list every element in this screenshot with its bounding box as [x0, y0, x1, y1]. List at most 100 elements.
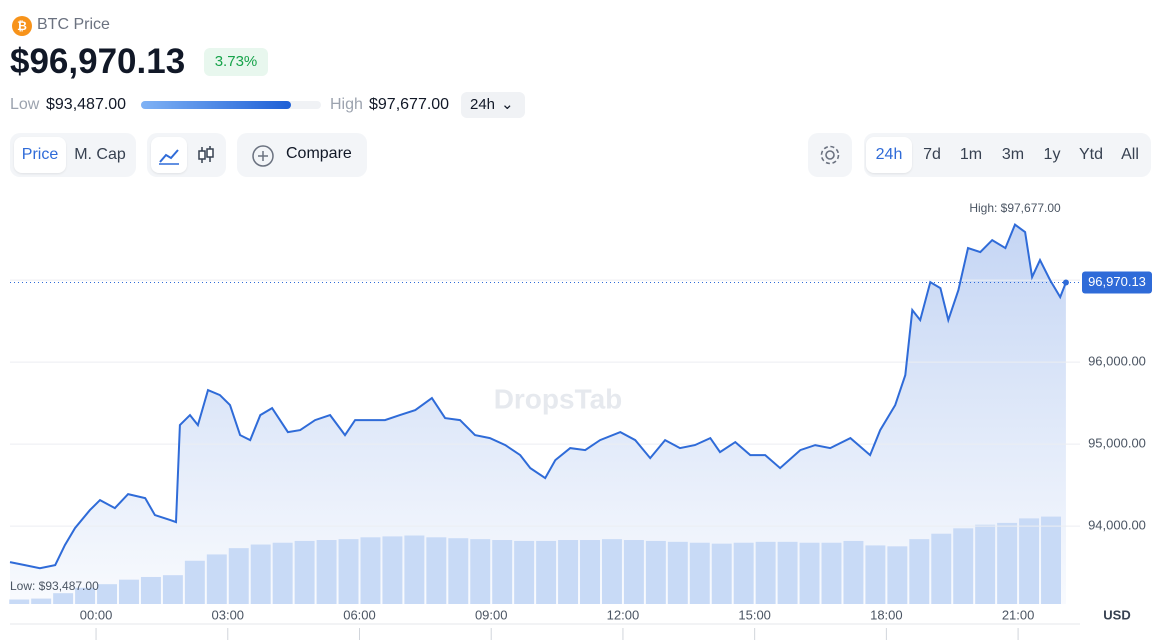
y-tick-label: 94,000.00: [1088, 518, 1146, 533]
x-tick-label: 21:00: [1002, 607, 1035, 622]
volume-bar: [294, 540, 315, 604]
period-button[interactable]: 1y: [1043, 146, 1061, 163]
current-label-box: [1082, 271, 1152, 294]
volume-bar: [953, 528, 974, 604]
volume-bar: [843, 540, 864, 604]
volume-bar: [53, 593, 74, 604]
compare-button[interactable]: Compare: [237, 133, 367, 177]
price: $96,970.13: [10, 42, 186, 81]
y-tick-label: 96,000.00: [1088, 354, 1146, 369]
period-button[interactable]: All: [1121, 146, 1139, 163]
low-label: Low: [10, 96, 40, 113]
volume-bar: [1019, 518, 1040, 604]
volume-bar: [97, 584, 118, 604]
volume-bar: [470, 539, 491, 604]
metric-button[interactable]: M. Cap: [74, 146, 126, 163]
volume-bar: [645, 540, 666, 604]
volume-bar: [514, 540, 535, 604]
chart-type-group: [147, 133, 226, 177]
svg-text:₿: ₿: [17, 19, 27, 33]
volume-bar: [711, 543, 732, 604]
volume-bar: [821, 542, 842, 604]
volume-bar: [228, 548, 249, 604]
volume-bar: [580, 540, 600, 604]
period-button[interactable]: 24h: [866, 137, 912, 173]
change-badge: 3.73%: [204, 48, 268, 76]
metric-button[interactable]: Price: [14, 137, 66, 173]
current-point: [1062, 279, 1069, 286]
current-label: 96,970.13: [1088, 274, 1146, 289]
volume-bar: [316, 540, 337, 604]
low-value: $93,487.00: [46, 96, 127, 113]
btc-icon: ₿: [12, 16, 32, 36]
volume-bar: [689, 542, 710, 604]
volume-bar: [448, 538, 469, 604]
plus-icon: [252, 145, 274, 167]
low-annotation: Low: $93,487.00: [10, 579, 99, 593]
volume-bar: [426, 537, 447, 604]
line-layer: 96,970.13 High: $97,677.00 Low: $93,487.00: [9, 201, 1152, 593]
volume-bar: [601, 539, 622, 604]
period-group: 24h 7d 1m 3m 1y Ytd All: [864, 133, 1151, 177]
volume-bar: [140, 576, 161, 604]
volume-bar: [733, 542, 754, 604]
range-select-text: 24h: [470, 96, 496, 113]
x-tick-label: 18:00: [870, 607, 903, 622]
high-annotation: High: $97,677.00: [969, 201, 1061, 215]
volume-bar: [865, 545, 886, 604]
line-chart-button[interactable]: [151, 137, 187, 173]
volume-bar: [9, 599, 30, 604]
volume-bar: [360, 537, 381, 604]
watermark: DropsTab: [494, 383, 623, 414]
volume-bar: [887, 546, 908, 604]
currency-label: USD: [1103, 607, 1130, 622]
volume-bar: [272, 542, 293, 604]
high-label: High: [330, 96, 363, 113]
period-button[interactable]: 7d: [923, 146, 941, 163]
volume-bar: [162, 575, 183, 604]
y-tick-label: 95,000.00: [1088, 436, 1146, 451]
volume-bar: [382, 536, 403, 604]
volume-bar: [931, 533, 952, 604]
volume-bar: [558, 540, 579, 604]
period-button[interactable]: Ytd: [1078, 146, 1103, 163]
volume-bar: [119, 579, 139, 604]
volume-bar: [31, 598, 52, 604]
period-button[interactable]: 1m: [959, 146, 983, 163]
volume-bar: [404, 535, 425, 604]
title: BTC Price: [37, 16, 110, 33]
volume-bar: [667, 541, 688, 604]
volume-bar: [909, 539, 930, 604]
price-area: [10, 224, 1066, 604]
volume-bar: [184, 560, 205, 604]
volume-bar: [492, 540, 513, 604]
x-tick-label: 15:00: [738, 607, 771, 622]
period-button[interactable]: 3m: [1001, 146, 1025, 163]
compare-text: Compare: [286, 145, 352, 162]
range-fill: [141, 101, 291, 109]
volume-bar: [997, 522, 1018, 604]
volume-bar: [755, 541, 776, 604]
x-tick-label: 09:00: [475, 607, 508, 622]
chevron: ⌄: [501, 96, 514, 113]
range-bar: [141, 101, 321, 109]
x-tick-label: 12:00: [607, 607, 640, 622]
volume-bar: [536, 540, 557, 604]
volume-bar: [338, 539, 359, 604]
volume-bar: [206, 554, 227, 604]
volume-bar: [623, 540, 644, 604]
volume-layer: [9, 224, 1066, 604]
x-tick-label: 00:00: [80, 607, 113, 622]
volume-bar: [799, 542, 820, 604]
candle-chart-button[interactable]: [189, 137, 223, 173]
volume-bar: [975, 524, 996, 604]
volume-bar: [1041, 516, 1061, 604]
x-tick-label: 06:00: [343, 607, 376, 622]
x-tick-label: 03:00: [212, 607, 245, 622]
range-select[interactable]: 24h ⌄: [461, 92, 525, 118]
price-line: [9, 223, 1067, 570]
settings-button[interactable]: [808, 133, 852, 177]
